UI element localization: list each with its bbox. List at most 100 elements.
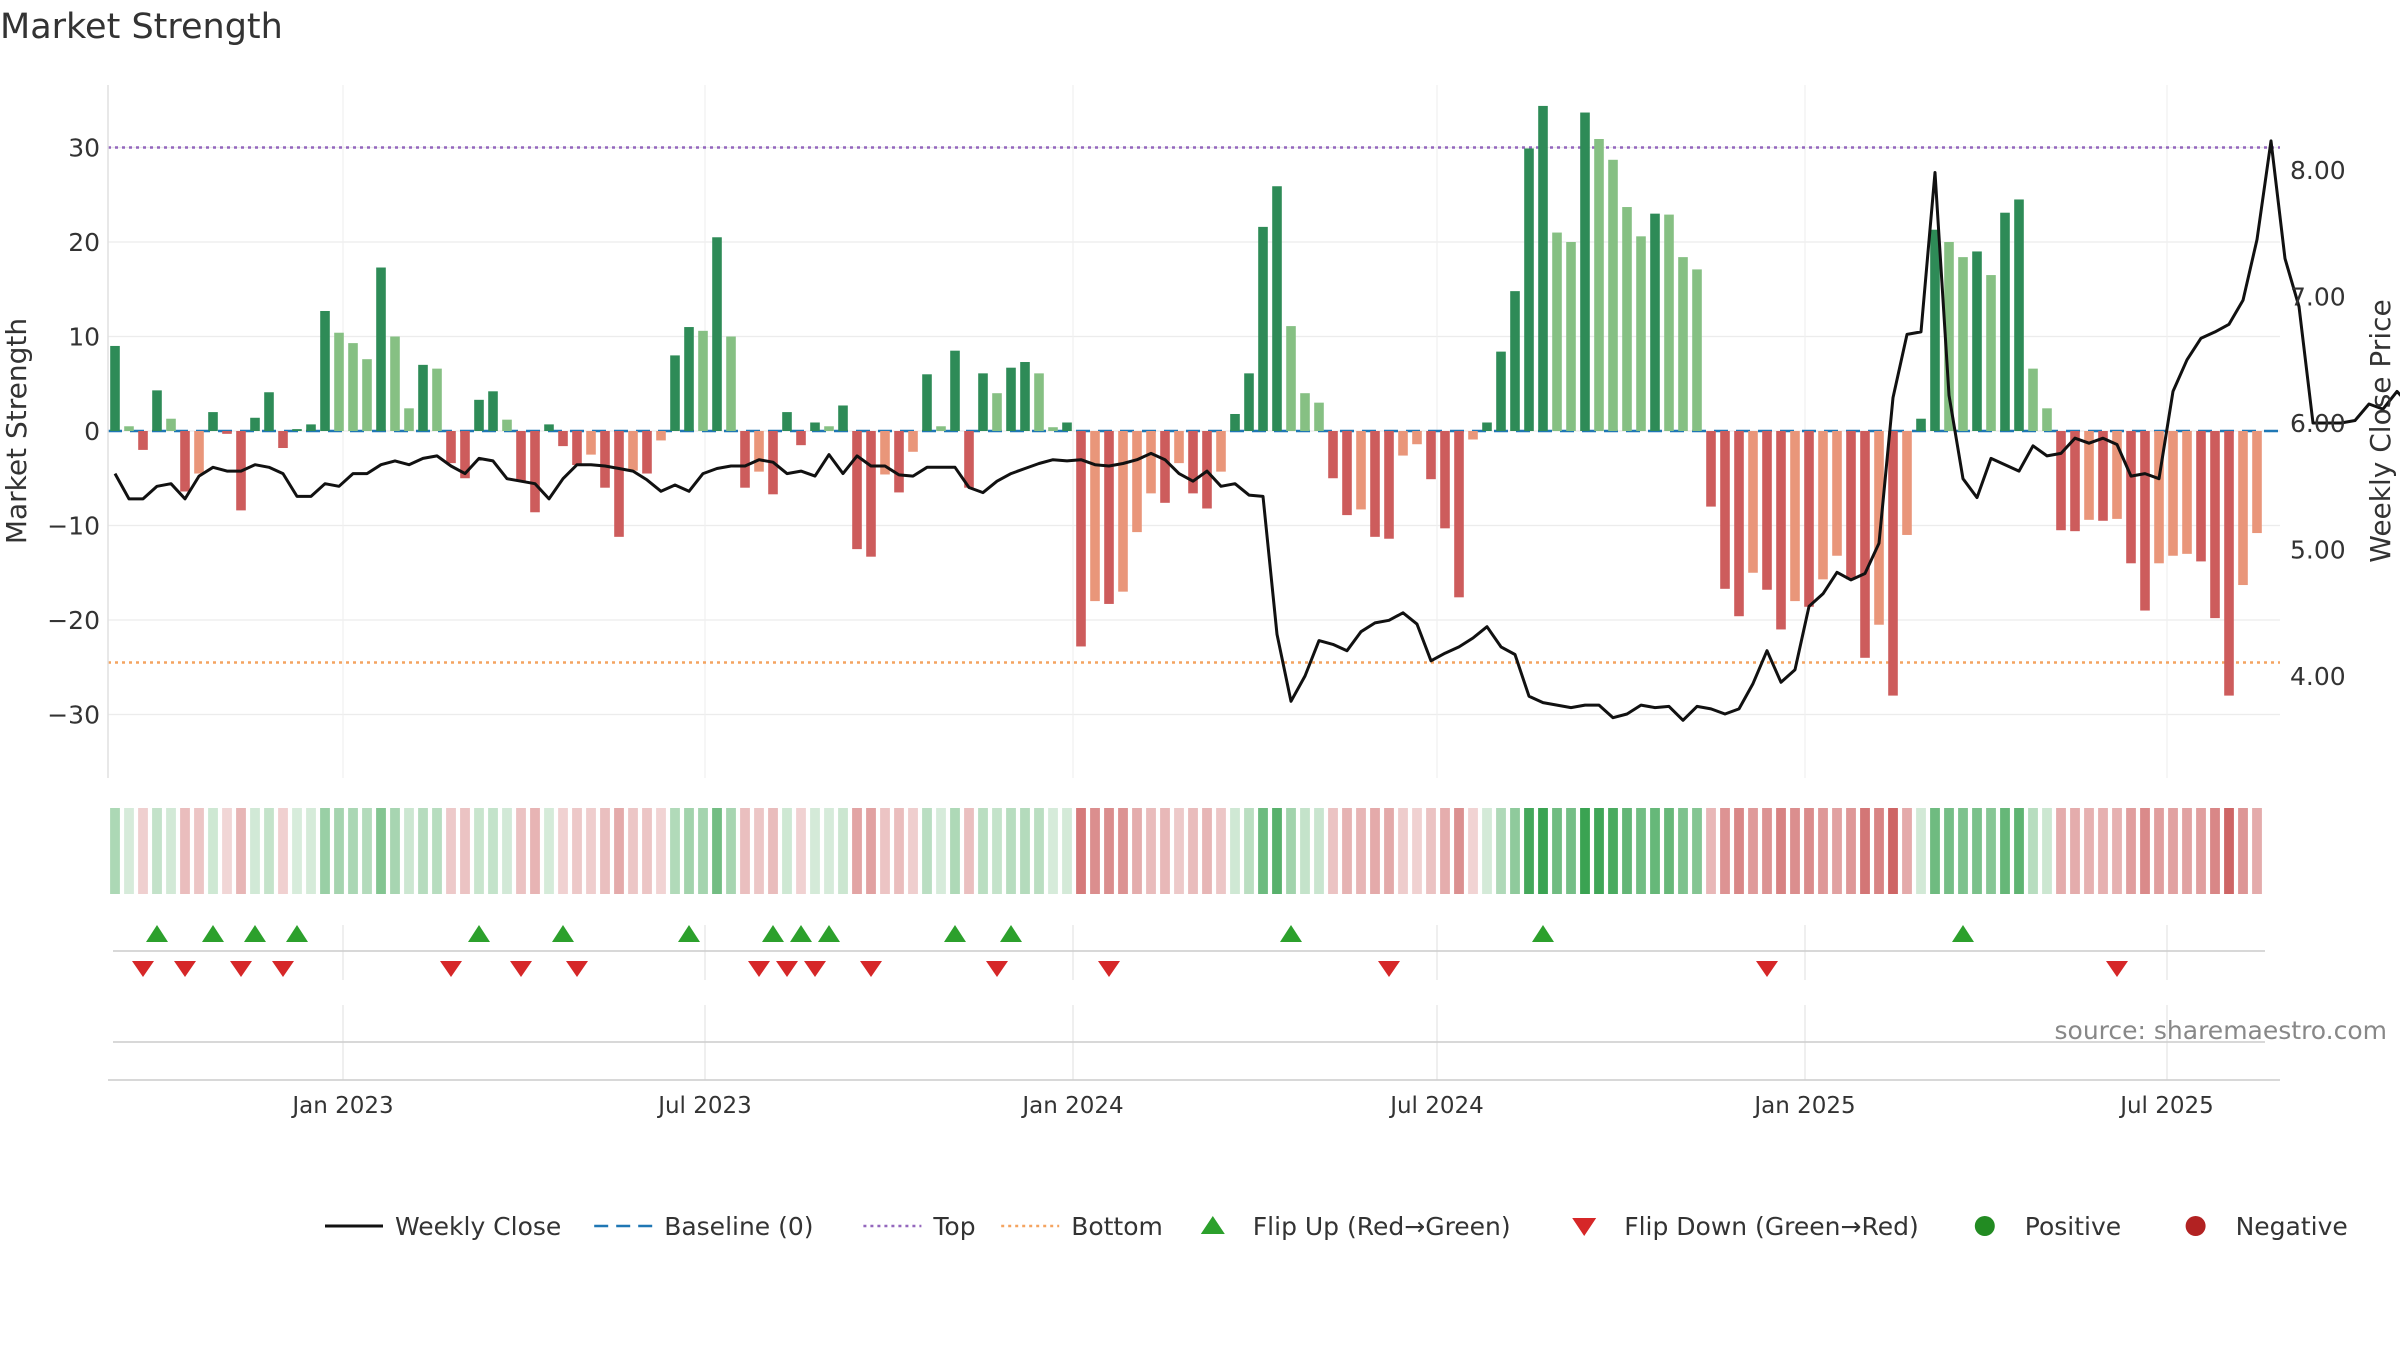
strength-bar xyxy=(796,431,806,446)
flip-up-marker xyxy=(1000,925,1022,942)
flip-markers xyxy=(113,925,2265,977)
strip-cell xyxy=(264,808,274,894)
strip-cell xyxy=(1384,808,1394,894)
strip-cell xyxy=(2238,808,2248,894)
legend-label: Bottom xyxy=(1071,1212,1163,1241)
y2-tick-label: 6.00 xyxy=(2290,409,2346,438)
strength-bar xyxy=(1230,413,1240,431)
strip-cell xyxy=(656,808,666,894)
strip-cell xyxy=(1566,808,1576,894)
strength-bar xyxy=(1272,186,1282,431)
strength-bar xyxy=(1748,431,1758,573)
strip-cell xyxy=(1930,808,1940,894)
flip-down-marker xyxy=(272,961,294,977)
strength-bar xyxy=(1734,431,1744,617)
strip-cell xyxy=(1776,808,1786,894)
strip-cell xyxy=(1146,808,1156,894)
strength-bar xyxy=(810,422,820,431)
strip-cell xyxy=(390,808,400,894)
strength-bar xyxy=(306,424,316,431)
strip-cell xyxy=(1832,808,1842,894)
flip-down-marker xyxy=(1378,961,1400,977)
strength-bar xyxy=(824,426,834,431)
strength-bar xyxy=(2252,431,2262,534)
strength-bar xyxy=(1706,431,1716,507)
strength-bar xyxy=(1076,431,1086,647)
strip-cell xyxy=(418,808,428,894)
strength-bar xyxy=(1622,207,1632,431)
strip-cell xyxy=(1678,808,1688,894)
strip-cell xyxy=(2042,808,2052,894)
y2-tick-label: 5.00 xyxy=(2290,536,2346,565)
strength-bar xyxy=(320,310,330,431)
weekly-close-series xyxy=(113,139,2400,722)
strength-bar xyxy=(1090,431,1100,602)
strength-bar xyxy=(656,431,666,441)
strip-cell xyxy=(1174,808,1184,894)
flip-down-marker xyxy=(230,961,252,977)
strip-cell xyxy=(1958,808,1968,894)
strip-cell xyxy=(1426,808,1436,894)
strip-cell xyxy=(222,808,232,894)
flip-up-marker xyxy=(1952,925,1974,942)
legend-swatch-positive xyxy=(1974,1216,1995,1236)
flip-up-marker xyxy=(1532,925,1554,942)
strip-cell xyxy=(670,808,680,894)
y-tick-label: −10 xyxy=(47,512,100,541)
strip-cell xyxy=(1328,808,1338,894)
strength-bar xyxy=(936,426,946,431)
strength-bar xyxy=(782,412,792,431)
strip-cell xyxy=(2014,808,2024,894)
strength-bar xyxy=(880,431,890,475)
strength-bar xyxy=(2042,408,2052,431)
legend-item: Baseline (0) xyxy=(594,1212,814,1241)
strip-cell xyxy=(1482,808,1492,894)
strip-cell xyxy=(1720,808,1730,894)
strength-bar xyxy=(1104,431,1114,604)
legend-item: Top xyxy=(863,1212,976,1241)
strip-cell xyxy=(796,808,806,894)
strip-cell xyxy=(1622,808,1632,894)
flip-down-marker xyxy=(804,961,826,977)
strength-bar xyxy=(2238,431,2248,586)
strength-bar xyxy=(460,431,470,479)
strength-bar xyxy=(572,431,582,466)
strip-cell xyxy=(2098,808,2108,894)
strength-bar xyxy=(1216,431,1226,472)
strip-cell xyxy=(2252,808,2262,894)
strip-cell xyxy=(614,808,624,894)
legend-swatch-flip-up xyxy=(1200,1216,1225,1234)
legend-item: Weekly Close xyxy=(325,1212,561,1241)
strength-bar xyxy=(446,431,456,464)
strip-cell xyxy=(880,808,890,894)
legend-item: Flip Down (Green→Red) xyxy=(1572,1212,1919,1241)
strip-cell xyxy=(586,808,596,894)
strength-bar xyxy=(1062,422,1072,431)
strength-bar xyxy=(684,327,694,431)
strength-bar xyxy=(362,359,372,431)
strength-bar xyxy=(1510,291,1520,431)
y-tick-label: −20 xyxy=(47,606,100,635)
strip-cell xyxy=(1188,808,1198,894)
strength-bar xyxy=(152,390,162,431)
y-tick-label: 0 xyxy=(84,417,100,446)
strength-bar xyxy=(1118,431,1128,592)
strip-cell xyxy=(1510,808,1520,894)
strip-cell xyxy=(1286,808,1296,894)
strength-bar xyxy=(1188,431,1198,494)
strength-bar xyxy=(1916,418,1926,431)
strip-cell xyxy=(558,808,568,894)
flip-down-marker xyxy=(510,961,532,977)
flip-up-marker xyxy=(146,925,168,942)
strip-cell xyxy=(2210,808,2220,894)
strip-cell xyxy=(2154,808,2164,894)
strip-cell xyxy=(1300,808,1310,894)
strip-cell xyxy=(1496,808,1506,894)
x-tick-label: Jan 2023 xyxy=(290,1093,393,1119)
strip-cell xyxy=(964,808,974,894)
strip-cell xyxy=(754,808,764,894)
legend-item: Positive xyxy=(1974,1212,2121,1241)
strip-cell xyxy=(1972,808,1982,894)
strip-cell xyxy=(460,808,470,894)
strip-cell xyxy=(1048,808,1058,894)
